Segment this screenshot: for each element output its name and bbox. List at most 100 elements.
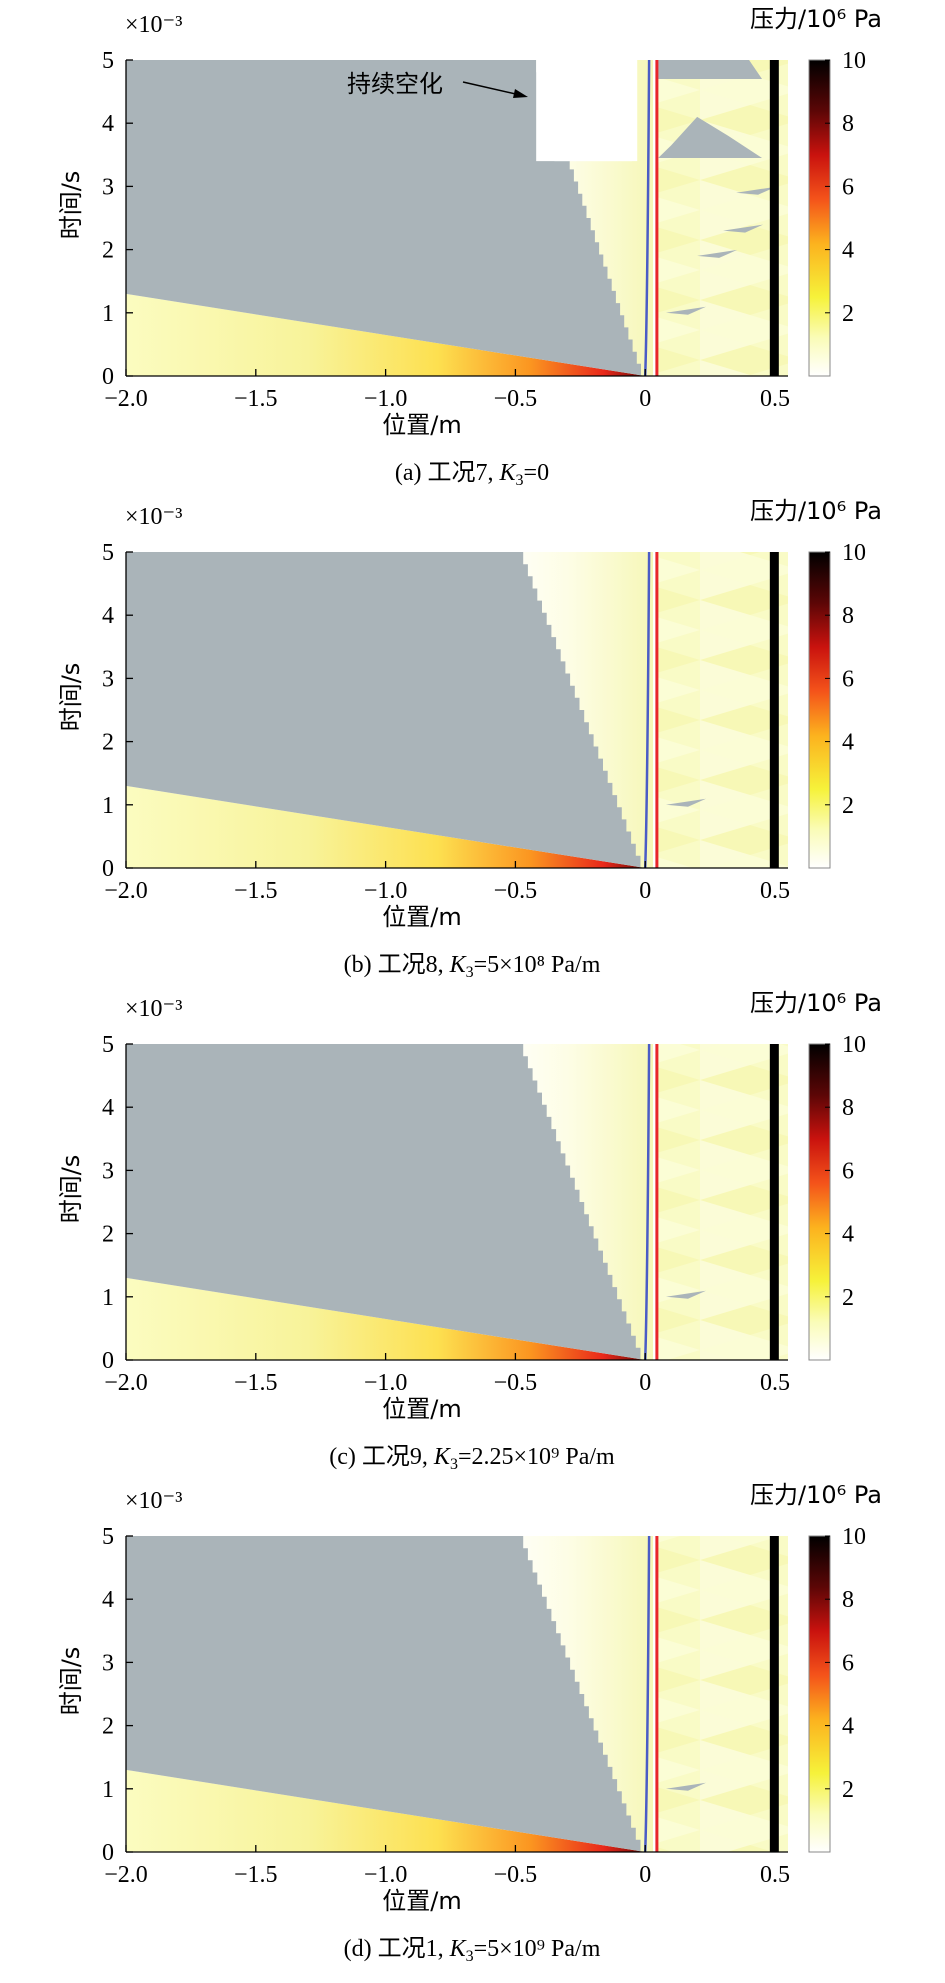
colorbar-tick-label: 8: [842, 111, 854, 137]
panel-caption: (d) 工况1, K3=5×10⁹ Pa/m: [344, 1936, 601, 1965]
colorbar-tick-label: 6: [842, 1158, 854, 1184]
x-axis-label: 位置/m: [382, 1887, 461, 1915]
blue-boundary-line: [643, 1535, 651, 1853]
x-axis-label: 位置/m: [382, 411, 461, 439]
y-axis-label: 时间/s: [57, 1647, 85, 1716]
y-tick-label: 5: [102, 540, 114, 566]
caption-k: K: [499, 460, 518, 486]
y-tick-label: 0: [102, 1348, 114, 1374]
x-tick-label: −2.0: [104, 1370, 148, 1396]
caption-subscript: 3: [516, 472, 524, 489]
colorbar-tick-label: 2: [842, 1285, 854, 1311]
caption-value: =5×10⁸ Pa/m: [474, 952, 601, 978]
x-tick-label: 0.5: [760, 1862, 790, 1888]
colorbar-label: 压力/10⁶ Pa: [750, 497, 882, 525]
y-tick-label: 1: [102, 301, 114, 327]
colorbar: [808, 1535, 831, 1853]
cavitation-streak: [697, 249, 738, 258]
x-tick-label: 0: [639, 386, 651, 412]
chart-panel-1: −2.0 −1.5 −1.0 −0.5 0 0.5 0 1 2 3 4 5 ×10⁻³ 位置/m 时间/s 1…: [57, 497, 882, 981]
colorbar-tick-label: 10: [842, 48, 866, 74]
downstream-cavitation-patch: [658, 116, 763, 158]
colorbar: [808, 1043, 831, 1361]
annotation-label: 持续空化: [347, 70, 443, 98]
downstream-pressure-field: [655, 60, 788, 376]
colorbar-tick-label: 4: [842, 1222, 854, 1248]
x-tick-label: 0: [639, 1862, 651, 1888]
y-tick-label: 4: [102, 1095, 114, 1121]
x-tick-label: −2.0: [104, 386, 148, 412]
chart-panel-2: −2.0 −1.5 −1.0 −0.5 0 0.5 0 1 2 3 4 5 ×10⁻³ 位置/m 时间/s 1…: [57, 989, 882, 1473]
caption-prefix: (d) 工况1,: [344, 1936, 450, 1962]
colorbar-tick-label: 6: [842, 666, 854, 692]
colorbar-tick-label: 10: [842, 1524, 866, 1550]
colorbar-tick-label: 6: [842, 1650, 854, 1676]
x-axis-label: 位置/m: [382, 1395, 461, 1423]
y-tick-label: 1: [102, 1285, 114, 1311]
colorbar-label: 压力/10⁶ Pa: [750, 1481, 882, 1509]
y-tick-label: 5: [102, 1524, 114, 1550]
y-multiplier: ×10⁻³: [125, 12, 182, 38]
blue-boundary-line: [643, 551, 651, 869]
chart-panel-3: −2.0 −1.5 −1.0 −0.5 0 0.5 0 1 2 3 4 5 ×10⁻³ 位置/m 时间/s 1…: [57, 1481, 882, 1965]
black-boundary-bar: [769, 1044, 779, 1360]
x-tick-label: −2.0: [104, 1862, 148, 1888]
x-tick-label: −0.5: [494, 386, 538, 412]
caption-value: =5×10⁹ Pa/m: [474, 1936, 601, 1962]
colorbar-tick-label: 10: [842, 540, 866, 566]
colorbar-tick-label: 8: [842, 603, 854, 629]
black-boundary-bar: [769, 552, 779, 868]
y-tick-label: 0: [102, 364, 114, 390]
y-axis-label: 时间/s: [57, 171, 85, 240]
y-tick-label: 2: [102, 1714, 114, 1740]
colorbar: [808, 59, 831, 377]
caption-prefix: (c) 工况9,: [329, 1444, 434, 1470]
panel-caption: (b) 工况8, K3=5×10⁸ Pa/m: [344, 952, 601, 981]
annotation-arrow-line: [462, 81, 521, 96]
colorbar-tick-label: 8: [842, 1587, 854, 1613]
cavitation-streak: [665, 1290, 706, 1299]
colorbar-tick-label: 2: [842, 301, 854, 327]
colorbar-tick-label: 2: [842, 1777, 854, 1803]
x-tick-label: 0.5: [760, 386, 790, 412]
caption-value: =2.25×10⁹ Pa/m: [458, 1444, 615, 1470]
y-tick-label: 5: [102, 1032, 114, 1058]
blue-boundary-line: [643, 1043, 651, 1361]
upstream-pressure-wedge: [126, 785, 646, 868]
upstream-pressure-wedge: [126, 1769, 646, 1852]
y-tick-label: 2: [102, 1222, 114, 1248]
caption-prefix: (a) 工况7,: [395, 460, 500, 486]
y-axis-label: 时间/s: [57, 663, 85, 732]
x-tick-label: −1.5: [234, 386, 278, 412]
cavitation-streak: [665, 798, 706, 807]
y-tick-label: 4: [102, 1587, 114, 1613]
x-tick-label: −1.0: [364, 1370, 408, 1396]
colorbar-tick-label: 4: [842, 1714, 854, 1740]
x-tick-label: 0.5: [760, 878, 790, 904]
y-tick-label: 0: [102, 856, 114, 882]
downstream-cavitation-patch: [658, 60, 763, 79]
y-tick-label: 3: [102, 1158, 114, 1184]
x-tick-label: −1.0: [364, 1862, 408, 1888]
colorbar-tick-label: 8: [842, 1095, 854, 1121]
black-boundary-bar: [769, 60, 779, 376]
cavitation-region: [126, 60, 646, 376]
y-multiplier: ×10⁻³: [125, 1488, 182, 1514]
panel-caption: (a) 工况7, K3=0: [395, 460, 549, 489]
black-boundary-bar: [769, 1536, 779, 1852]
caption-subscript: 3: [450, 1456, 458, 1473]
y-tick-label: 2: [102, 730, 114, 756]
caption-prefix: (b) 工况8,: [344, 952, 450, 978]
x-tick-label: −1.0: [364, 878, 408, 904]
y-tick-label: 5: [102, 48, 114, 74]
y-tick-label: 3: [102, 1650, 114, 1676]
y-tick-label: 4: [102, 111, 114, 137]
cavitation-region: [126, 1044, 646, 1360]
x-tick-label: −1.5: [234, 1862, 278, 1888]
x-tick-label: −0.5: [494, 1862, 538, 1888]
upstream-pressure-wedge: [126, 293, 646, 376]
y-tick-label: 1: [102, 1777, 114, 1803]
downstream-pressure-field: [655, 1044, 788, 1360]
y-tick-label: 1: [102, 793, 114, 819]
